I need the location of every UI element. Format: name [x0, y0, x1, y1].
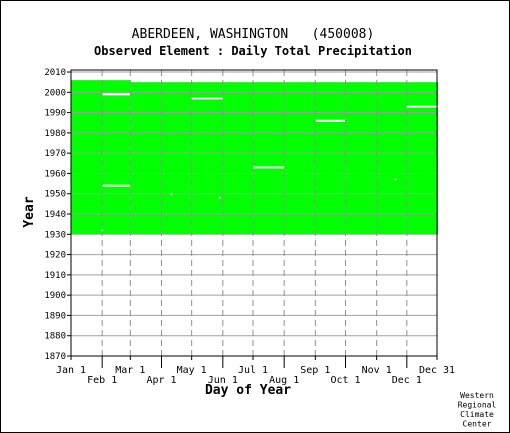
- credit-line: Regional: [458, 401, 497, 410]
- credit-line: Center: [463, 420, 492, 429]
- y-tick-label: 1870: [44, 352, 66, 362]
- y-tick-label: 1890: [44, 311, 66, 321]
- x-tick-label: Mar 1: [115, 365, 145, 376]
- data-coverage-block: [130, 82, 439, 235]
- missing-data-mark: [218, 196, 221, 199]
- x-tick-label: Nov 1: [362, 365, 392, 376]
- chart-title: ABERDEEN, WASHINGTON (450008): [132, 27, 375, 42]
- y-tick-label: 2010: [44, 68, 66, 78]
- y-tick-label: 2000: [44, 88, 66, 98]
- y-tick-label: 1960: [44, 169, 66, 179]
- credit-line: Climate: [460, 410, 494, 419]
- y-tick-label: 1950: [44, 190, 66, 200]
- y-tick-label: 1940: [44, 210, 66, 220]
- x-tick-label: Jun 1: [208, 375, 238, 386]
- y-tick-label: 1880: [44, 332, 66, 342]
- y-tick-label: 1910: [44, 271, 66, 281]
- missing-data-mark: [191, 97, 223, 100]
- y-tick-label: 1920: [44, 251, 66, 261]
- x-tick-label: Jul 1: [238, 365, 268, 376]
- y-axis-label: Year: [22, 196, 37, 227]
- data-coverage-block: [71, 80, 131, 235]
- x-tick-label: Feb 1: [87, 375, 117, 386]
- missing-data-mark: [394, 178, 397, 181]
- chart-subtitle: Observed Element : Daily Total Precipita…: [94, 44, 412, 58]
- y-tick-label: 1970: [44, 149, 66, 159]
- plot-area: [70, 69, 439, 357]
- y-tick-label: 1900: [44, 291, 66, 301]
- x-tick-label: Dec 1: [392, 375, 422, 386]
- y-axis-ticks: 1870 1880 1890 1900 1910 1920 1930 1940 1950 1960…: [44, 68, 71, 362]
- x-tick-label: Aug 1: [269, 375, 299, 386]
- y-tick-label: 1980: [44, 129, 66, 139]
- missing-data-mark: [406, 105, 439, 108]
- missing-data-mark: [102, 184, 131, 187]
- missing-data-mark: [252, 166, 285, 169]
- x-tick-label: Sep 1: [300, 365, 330, 376]
- y-tick-label: 1930: [44, 230, 66, 240]
- missing-data-mark: [315, 119, 346, 122]
- y-tick-label: 1990: [44, 109, 66, 119]
- x-tick-label: Dec 31: [419, 365, 455, 376]
- plot-border: [70, 69, 438, 357]
- credit-line: Western: [460, 391, 494, 400]
- x-tick-label: Jan 1: [56, 365, 86, 376]
- missing-data-mark: [102, 93, 131, 96]
- x-tick-label: Apr 1: [146, 375, 176, 386]
- x-axis-label: Day of Year: [205, 383, 291, 398]
- x-tick-label: May 1: [177, 365, 207, 376]
- x-tick-label: Oct 1: [330, 375, 360, 386]
